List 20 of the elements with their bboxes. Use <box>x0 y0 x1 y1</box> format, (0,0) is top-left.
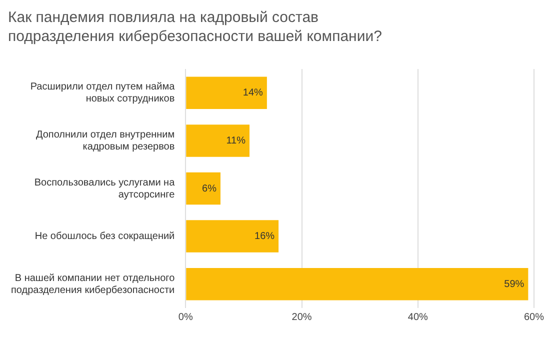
data-label: 6% <box>202 183 217 194</box>
bar <box>186 172 220 205</box>
data-label: 59% <box>504 278 524 290</box>
x-tick-label: 0% <box>178 312 193 323</box>
bar <box>186 268 528 300</box>
x-tick-label: 60% <box>524 312 544 323</box>
y-tick-label: Не обошлось без сокращений <box>34 231 175 242</box>
y-tick-label: Воспользовались услугами на аутсорсинге <box>34 177 176 200</box>
y-tick-label: Дополнили отдел внутренним кадровым резервов <box>36 129 175 152</box>
chart-title: Как пандемия повлияла на кадровый состав подразделения кибербезопасности вашей компании? <box>8 8 383 46</box>
bar <box>186 220 279 252</box>
y-tick-label: Расширили отдел путем найма новых сотрудников <box>30 82 176 105</box>
x-tick-label: 20% <box>292 312 312 323</box>
bar <box>186 124 250 157</box>
y-tick-label: В нашей компании нет отдельного подразделения кибербезопасности <box>10 272 176 296</box>
data-label: 14% <box>242 88 264 99</box>
bar <box>186 76 267 110</box>
data-label: 16% <box>254 231 275 242</box>
data-label: 11% <box>226 135 246 146</box>
x-tick-label: 40% <box>408 312 428 323</box>
